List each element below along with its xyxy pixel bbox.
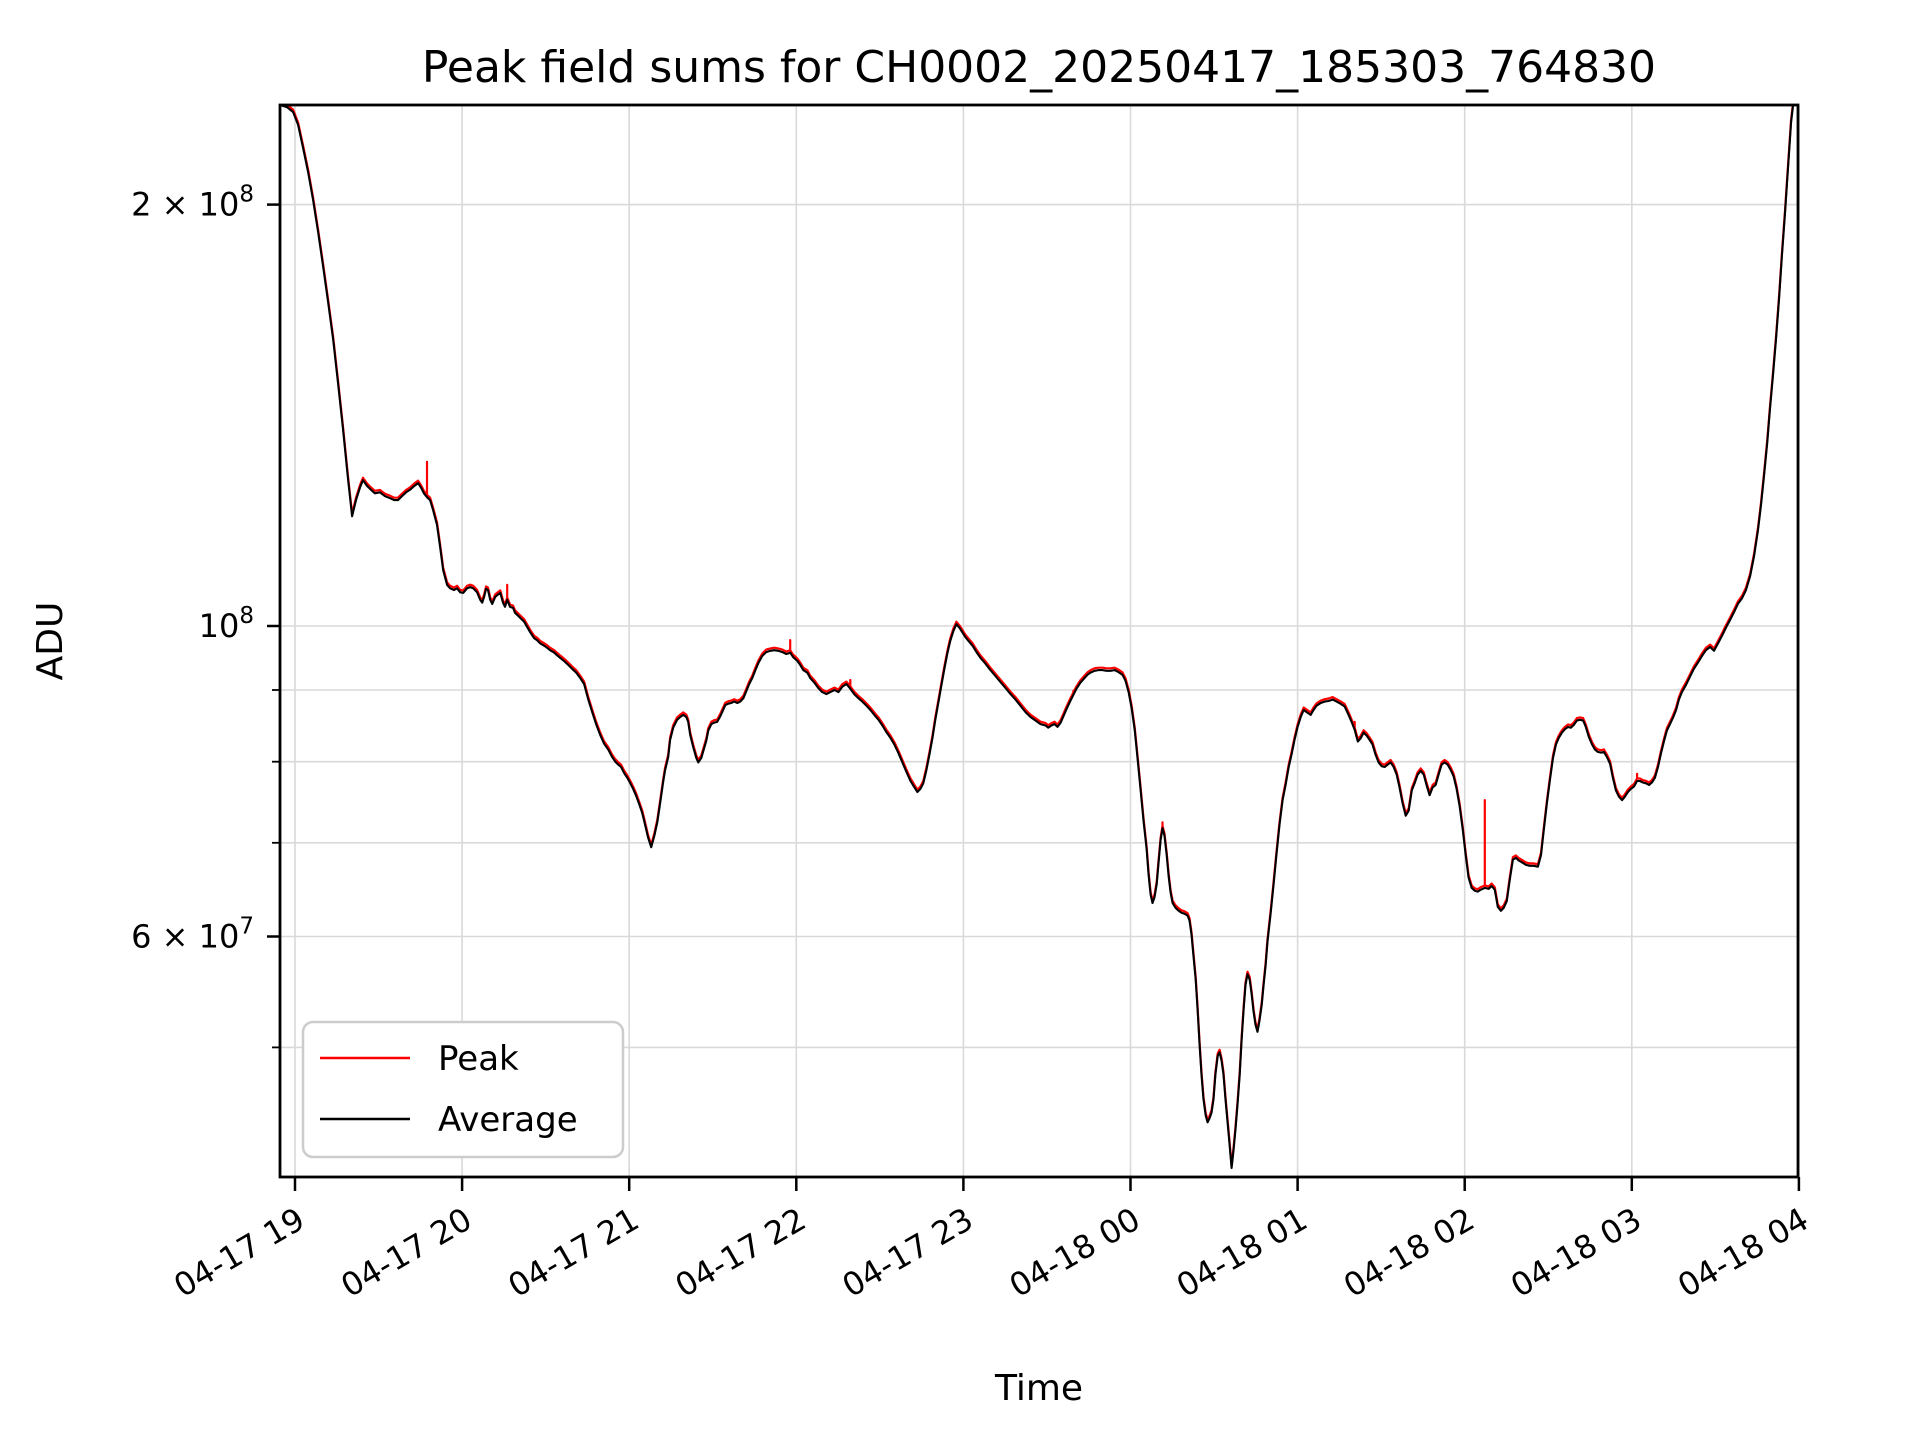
average-line [280, 105, 1798, 1170]
y-tick-label: 2 × 108 [131, 182, 254, 224]
legend-peak-label: Peak [438, 1039, 519, 1079]
y-tick-label: 6 × 107 [131, 914, 254, 956]
y-axis-label: ADU [30, 602, 71, 681]
legend: Peak Average [301, 1020, 625, 1159]
legend-box [301, 1020, 625, 1159]
plot-area [280, 105, 1798, 1177]
axes-spines [278, 103, 1800, 1179]
chart-title: Peak field sums for CH0002_20250417_1853… [422, 42, 1656, 93]
axis-ticks [267, 203, 1801, 1191]
legend-average-label: Average [438, 1100, 578, 1140]
x-axis-label: Time [994, 1368, 1083, 1409]
